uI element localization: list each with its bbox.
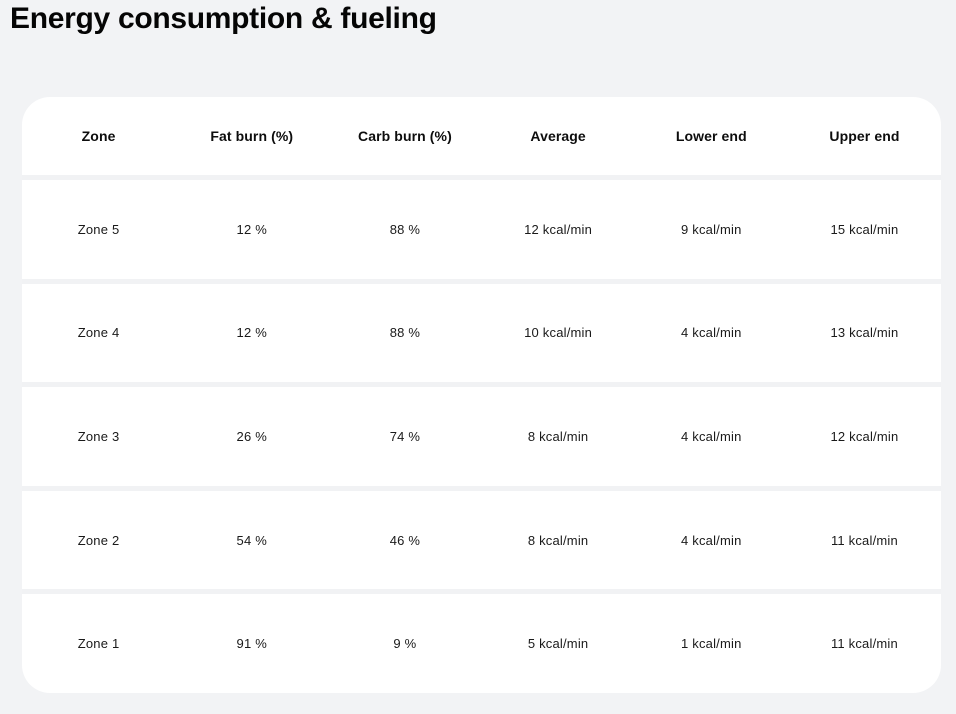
cell-upper-end: 13 kcal/min — [830, 325, 899, 341]
cell-carb-burn: 74 % — [389, 428, 421, 444]
column-header-fat-burn: Fat burn (%) — [210, 128, 294, 144]
column-header-carb-burn: Carb burn (%) — [358, 128, 452, 144]
column-header-average: Average — [530, 128, 586, 144]
table-row: Zone 1 91 % 9 % 5 kcal/min 1 kcal/min 11… — [22, 589, 941, 693]
table-body: Zone 5 12 % 88 % 12 kcal/min 9 kcal/min … — [22, 175, 941, 693]
table-row: Zone 3 26 % 74 % 8 kcal/min 4 kcal/min 1… — [22, 382, 941, 486]
cell-fat-burn: 26 % — [236, 428, 267, 444]
cell-zone: Zone 3 — [77, 428, 120, 444]
cell-carb-burn: 46 % — [389, 532, 421, 548]
column-header-lower-end: Lower end — [675, 128, 747, 144]
cell-average: 12 kcal/min — [524, 221, 593, 237]
cell-lower-end: 4 kcal/min — [681, 532, 742, 548]
cell-lower-end: 9 kcal/min — [681, 221, 742, 237]
table-row: Zone 2 54 % 46 % 8 kcal/min 4 kcal/min 1… — [22, 485, 941, 590]
column-header-zone: Zone — [81, 128, 116, 144]
cell-zone: Zone 4 — [77, 325, 120, 341]
cell-carb-burn: 88 % — [389, 325, 421, 341]
cell-lower-end: 4 kcal/min — [681, 325, 742, 341]
cell-carb-burn: 9 % — [393, 636, 417, 652]
cell-average: 10 kcal/min — [524, 325, 593, 341]
cell-average: 8 kcal/min — [527, 428, 589, 444]
cell-zone: Zone 2 — [77, 532, 120, 548]
table-row: Zone 5 12 % 88 % 12 kcal/min 9 kcal/min … — [22, 175, 941, 279]
cell-upper-end: 15 kcal/min — [830, 221, 899, 237]
page-title: Energy consumption & fueling — [10, 2, 437, 35]
cell-zone: Zone 1 — [77, 636, 120, 652]
cell-lower-end: 1 kcal/min — [681, 636, 742, 652]
cell-average: 5 kcal/min — [527, 636, 589, 652]
cell-fat-burn: 91 % — [236, 636, 267, 652]
cell-upper-end: 12 kcal/min — [830, 428, 899, 444]
table-row: Zone 4 12 % 88 % 10 kcal/min 4 kcal/min … — [22, 278, 941, 383]
cell-fat-burn: 54 % — [236, 532, 267, 548]
cell-upper-end: 11 kcal/min — [830, 532, 898, 548]
cell-fat-burn: 12 % — [236, 325, 267, 341]
cell-lower-end: 4 kcal/min — [681, 428, 742, 444]
cell-zone: Zone 5 — [77, 221, 120, 237]
cell-upper-end: 11 kcal/min — [830, 636, 898, 652]
column-header-upper-end: Upper end — [829, 128, 900, 144]
cell-carb-burn: 88 % — [389, 221, 421, 237]
cell-fat-burn: 12 % — [236, 221, 267, 237]
energy-table-card: Zone Fat burn (%) Carb burn (%) Average … — [22, 97, 941, 693]
table-header-row: Zone Fat burn (%) Carb burn (%) Average … — [22, 97, 941, 175]
cell-average: 8 kcal/min — [527, 532, 589, 548]
